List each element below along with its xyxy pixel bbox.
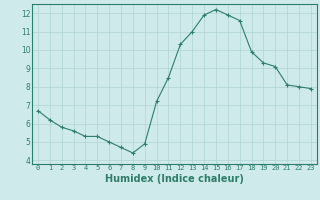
X-axis label: Humidex (Indice chaleur): Humidex (Indice chaleur) (105, 174, 244, 184)
